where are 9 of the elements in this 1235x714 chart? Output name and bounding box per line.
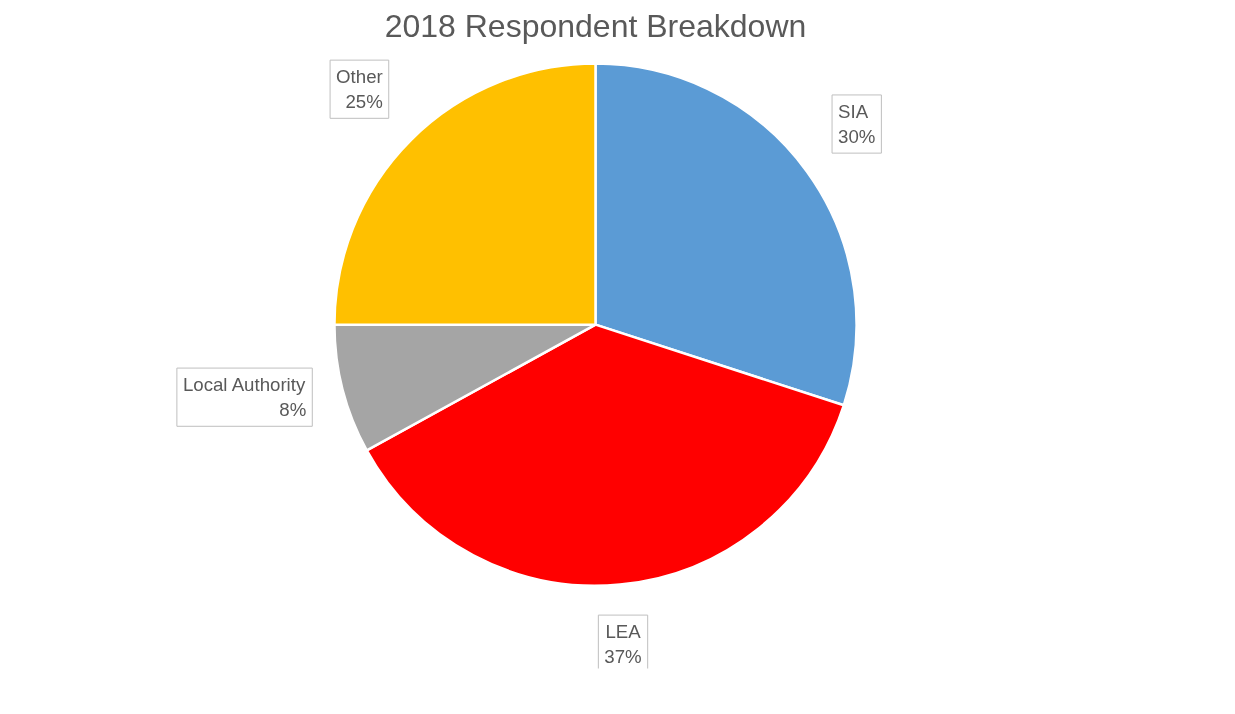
data-label: 30%: [838, 126, 876, 148]
data-label: 37%: [604, 646, 642, 668]
chart-title: 2018 Respondent Breakdown: [384, 7, 807, 44]
data-label: 8%: [279, 399, 307, 421]
data-label: 25%: [345, 91, 383, 113]
slice-label: LEA: [605, 621, 642, 643]
slice-label: Local Authority: [182, 374, 306, 396]
slice-label: Other: [336, 66, 383, 88]
slice-label: SIA: [838, 100, 869, 122]
